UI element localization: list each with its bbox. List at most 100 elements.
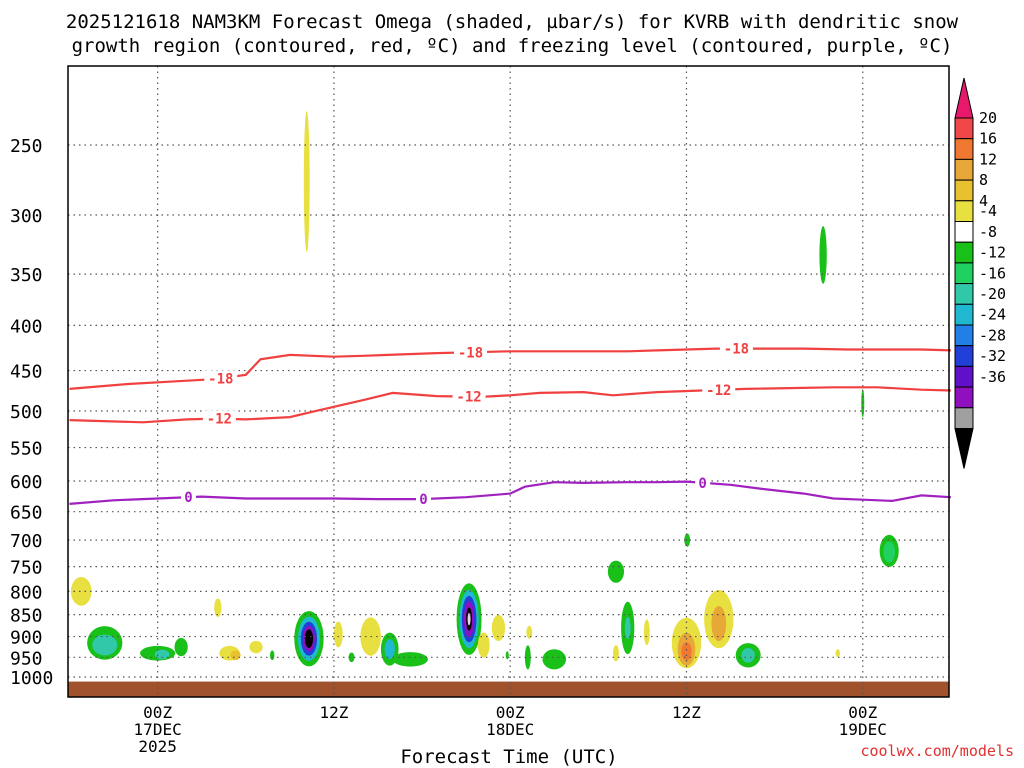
- y-tick-label: 1000: [10, 668, 53, 689]
- contour-label: -12: [706, 383, 731, 399]
- contour-label-bg: [202, 410, 236, 427]
- contour-0: [69, 480, 951, 505]
- colorbar-label: -20: [979, 285, 1006, 303]
- omega-region: [304, 629, 314, 649]
- y-tick-label: 350: [10, 265, 43, 286]
- y-tick-label: 800: [10, 582, 43, 603]
- colorbar-cap-bottom: [954, 428, 974, 469]
- omega-region: [684, 533, 691, 547]
- colorbar-swatch: [954, 117, 974, 140]
- colorbar-label: 4: [979, 192, 988, 210]
- colorbar-label: 16: [979, 130, 997, 148]
- colorbar-swatch: [954, 324, 974, 347]
- omega-region: [92, 634, 118, 656]
- y-tick-label: 500: [10, 402, 43, 423]
- x-tick-label: 00Z: [143, 703, 172, 722]
- x-tick-label: 12Z: [319, 703, 348, 722]
- plot-background: [68, 66, 949, 697]
- x-tick-label: 00Z: [496, 703, 525, 722]
- omega-region: [505, 651, 509, 660]
- omega-region: [542, 649, 567, 670]
- contour-label-bg: [204, 370, 238, 387]
- contour-label-bg: [695, 474, 711, 491]
- colorbar-label: -24: [979, 306, 1006, 324]
- omega-region: [392, 652, 428, 667]
- y-tick-label: 850: [10, 606, 43, 627]
- omega-region: [835, 649, 840, 658]
- x-tick-label: 19DEC: [839, 720, 887, 739]
- contour-label-bg: [180, 489, 196, 506]
- contours: -18 -18 -18 -12 -12 -12 0 0 0: [69, 340, 951, 508]
- y-tick-label: 650: [10, 503, 43, 524]
- colorbar-swatch: [954, 365, 974, 388]
- colorbar-swatch: [954, 283, 974, 305]
- y-tick-label: 550: [10, 439, 43, 460]
- contour-label-bg: [719, 340, 753, 357]
- colorbar-swatch: [954, 200, 974, 223]
- omega-region: [861, 389, 865, 418]
- omega-region: [526, 625, 533, 639]
- contour-label-bg: [702, 381, 736, 398]
- colorbar-swatch: [954, 303, 974, 326]
- y-tick-label: 900: [10, 628, 43, 649]
- colorbar-swatch: [954, 262, 974, 285]
- y-tick-label: 300: [10, 206, 43, 227]
- contour-label: -18: [724, 342, 749, 358]
- omega-region: [70, 576, 92, 606]
- gridlines: [68, 66, 949, 697]
- contour-label: 0: [698, 476, 706, 492]
- colorbar-label: -16: [979, 264, 1006, 282]
- colorbar-swatch: [954, 158, 974, 181]
- omega-region: [643, 619, 650, 646]
- colorbar-swatch: [954, 179, 974, 202]
- x-tick-label: 00Z: [848, 703, 877, 722]
- omega-region: [214, 598, 222, 617]
- omega-region: [174, 637, 188, 657]
- colorbar-label: -4: [979, 202, 997, 220]
- plot-area: -18 -18 -18 -12 -12 -12 0 0 0: [67, 65, 951, 698]
- omega-region: [477, 632, 490, 658]
- contour-label-bg: [452, 388, 486, 405]
- omega-region: [249, 640, 263, 654]
- x-tick-label: 18DEC: [486, 720, 534, 739]
- omega-region: [819, 226, 827, 284]
- colorbar-swatch: [954, 345, 974, 367]
- omega-shading: [70, 111, 899, 670]
- omega-region: [333, 621, 343, 648]
- y-tick-label: 400: [10, 316, 43, 337]
- omega-region: [303, 111, 310, 253]
- ground-surface: [68, 681, 949, 697]
- omega-region: [524, 645, 531, 670]
- chart-subtitle: growth region (contoured, red, ºC) and f…: [72, 35, 953, 57]
- omega-region: [348, 652, 355, 663]
- colorbar-swatch: [954, 407, 974, 429]
- omega-region: [624, 617, 631, 639]
- y-tick-label: 700: [10, 531, 43, 552]
- omega-region: [613, 645, 619, 662]
- colorbar: 20 16 12 8 4-4 -8 -12 -16 -20 -24 -28 -32 -36: [954, 77, 1006, 469]
- omega-region: [270, 650, 275, 661]
- colorbar-label: 12: [979, 150, 997, 168]
- colorbar-label: -12: [979, 244, 1006, 262]
- ground-layer: [68, 681, 949, 697]
- contour-label: -18: [458, 345, 483, 361]
- x-axis-label: Forecast Time (UTC): [400, 746, 617, 768]
- colorbar-swatch: [954, 386, 974, 409]
- contour-label: -12: [456, 390, 481, 406]
- omega-region: [154, 649, 170, 660]
- y-axis: 2503003504004505005506006507007508008509…: [10, 136, 53, 689]
- credit-text: coolwx.com/models: [860, 742, 1014, 760]
- colorbar-label: 8: [979, 171, 988, 189]
- y-tick-label: 250: [10, 136, 43, 157]
- y-tick-label: 600: [10, 472, 43, 493]
- colorbar-label: -36: [979, 368, 1006, 386]
- x-tick-label: 2025: [138, 737, 177, 756]
- y-tick-label: 450: [10, 362, 43, 383]
- y-tick-label: 950: [10, 648, 43, 669]
- x-tick-label: 12Z: [672, 703, 701, 722]
- contour--12: [69, 386, 951, 424]
- colorbar-swatch: [954, 241, 974, 264]
- contour-label: 0: [184, 490, 192, 506]
- omega-region: [467, 612, 471, 626]
